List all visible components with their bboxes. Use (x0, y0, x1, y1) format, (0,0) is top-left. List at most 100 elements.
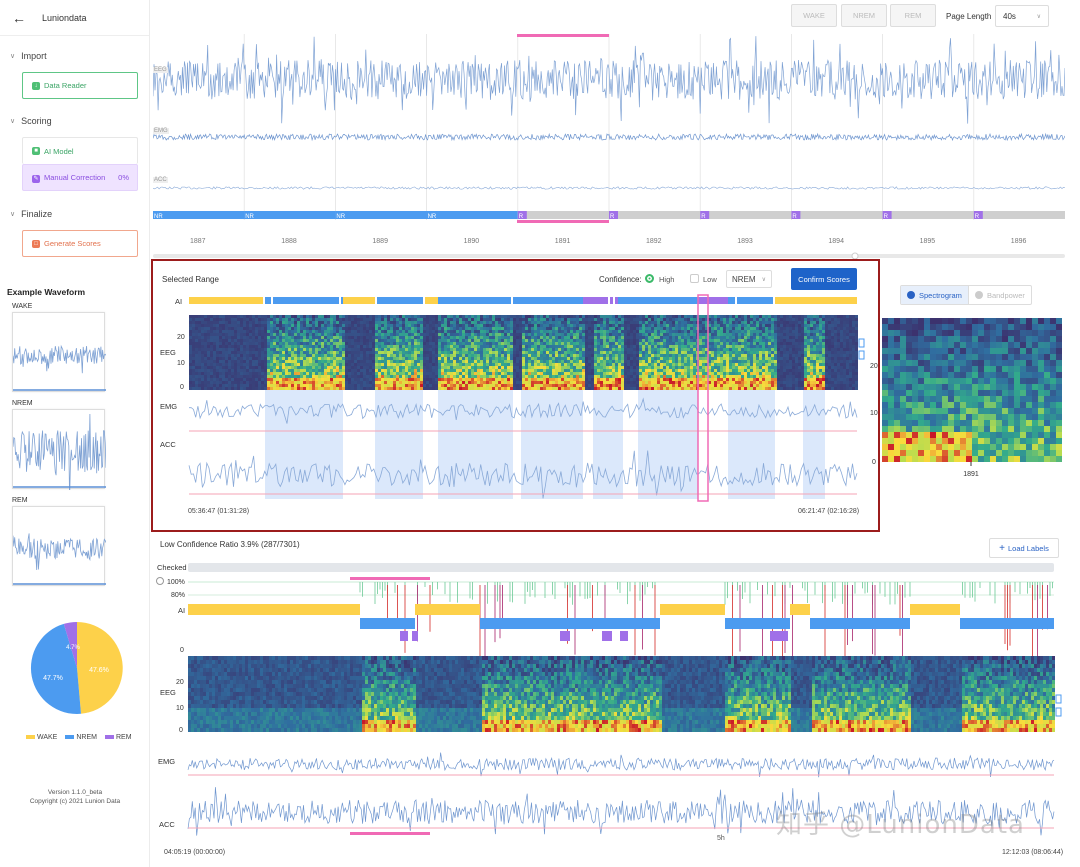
ai-stage-segment[interactable] (375, 297, 423, 304)
ai-stage-segment[interactable] (583, 297, 618, 304)
spectrogram-cell (642, 336, 645, 339)
spectrogram-cell (765, 324, 768, 327)
spectrogram-cell (444, 315, 447, 318)
spectrogram-cell (486, 357, 489, 360)
spectrogram-cell (321, 363, 324, 366)
epoch-number[interactable]: 1896 (1010, 238, 1027, 245)
ai-stage-segment[interactable] (265, 297, 343, 304)
spectrogram-cell (327, 369, 330, 372)
spectrogram-cell (375, 360, 378, 363)
spectrogram-cell (657, 351, 660, 354)
ai-stage-segment[interactable] (775, 297, 803, 304)
epoch-number[interactable]: 1890 (463, 238, 480, 245)
ai-stage-segment[interactable] (513, 297, 583, 304)
spectrogram-cell (291, 348, 294, 351)
spectrogram-cell (375, 381, 378, 384)
legend-wake[interactable]: WAKE (26, 734, 57, 741)
stage-segment[interactable] (609, 211, 701, 219)
spectrogram-cell (246, 318, 249, 321)
spectrogram-cell (399, 381, 402, 384)
ai-stage-segment[interactable] (728, 297, 775, 304)
example-wave-wake[interactable] (12, 312, 107, 392)
epoch-number[interactable]: 1894 (828, 238, 844, 245)
eeg-spectrogram[interactable] (189, 315, 858, 390)
spectrogram-cell (303, 357, 306, 360)
section-scoring[interactable]: ∨ Scoring (0, 113, 150, 129)
spectrogram-cell (219, 342, 222, 345)
spectrogram-cell (282, 357, 285, 360)
spectrogram-cell (519, 363, 522, 366)
example-wave-nrem[interactable] (12, 409, 107, 500)
spectrogram-cell (237, 360, 240, 363)
spectrogram-cell (276, 372, 279, 375)
ai-stage-segment[interactable] (698, 297, 728, 304)
spectrogram-cell (432, 345, 435, 348)
spectrogram-cell (588, 336, 591, 339)
ai-stage-segment[interactable] (189, 297, 265, 304)
page-length-select[interactable]: 40s ∨ (995, 5, 1049, 27)
epoch-number[interactable]: 1891 (554, 238, 571, 245)
spectrogram-cell (219, 366, 222, 369)
spectrogram-cell (582, 357, 585, 360)
spectrogram-cell (729, 321, 732, 324)
stage-select[interactable]: NREM ∨ (726, 270, 772, 288)
stage-segment[interactable] (700, 211, 792, 219)
stage-segment[interactable] (426, 211, 518, 219)
epoch-number[interactable]: 1888 (281, 238, 297, 245)
confidence-high-radio[interactable] (645, 274, 654, 283)
epoch-number[interactable]: 1893 (737, 238, 753, 245)
spectrogram-cell (417, 375, 420, 378)
raw-signal-panel[interactable]: NR NR NR NR R R R R R R (153, 34, 1065, 260)
back-arrow-icon[interactable]: ← (12, 9, 26, 26)
stage-segment[interactable] (244, 211, 336, 219)
spectrogram-cell (222, 333, 225, 336)
stage-segment[interactable] (335, 211, 427, 219)
epoch-number[interactable]: 1892 (646, 238, 662, 245)
spectrogram-cell (381, 327, 384, 330)
spectrogram-cell (534, 375, 537, 378)
stage-segment[interactable] (973, 211, 1065, 219)
section-finalize[interactable]: ∨ Finalize (0, 206, 150, 222)
confidence-low-checkbox[interactable] (690, 274, 699, 283)
spectrogram-cell (609, 378, 612, 381)
epoch-number[interactable]: 1895 (919, 238, 936, 245)
spectrogram-cell (579, 357, 582, 360)
generate-scores-button[interactable]: □ Generate Scores (22, 230, 138, 257)
ai-model-button[interactable]: ■ AI Model (22, 137, 138, 164)
section-import[interactable]: ∨ Import (0, 48, 150, 64)
epoch-number[interactable]: 1889 (372, 238, 388, 245)
example-wave-rem[interactable] (12, 506, 107, 586)
spectrogram-cell (537, 363, 540, 366)
stage-hypnogram-bar[interactable]: NR NR NR NR R R R R R R (153, 211, 1065, 220)
stage-segment[interactable] (153, 211, 245, 219)
stage-segment[interactable] (791, 211, 883, 219)
spectrogram-cell (669, 315, 672, 318)
wake-stage-button[interactable]: WAKE (791, 4, 837, 27)
spectrogram-cell (510, 375, 513, 378)
epoch-number[interactable]: 1887 (190, 238, 206, 245)
data-reader-button[interactable]: ↓ Data Reader (22, 72, 138, 99)
spectrogram-cell (195, 366, 198, 369)
ai-stage-segment[interactable] (343, 297, 375, 304)
confirm-scores-button[interactable]: Confirm Scores (791, 268, 857, 290)
ai-stage-segment[interactable] (618, 297, 698, 304)
ai-stage-segment[interactable] (438, 297, 513, 304)
spectrogram-cell (261, 342, 264, 345)
manual-correction-button[interactable]: ✎ Manual Correction 0% (22, 164, 138, 191)
stage-segment[interactable] (517, 211, 609, 219)
spectrogram-cell (291, 345, 294, 348)
spectrogram-cell (756, 378, 759, 381)
legend-rem[interactable]: REM (104, 734, 132, 741)
timeline-scrollbar[interactable] (153, 254, 1065, 258)
spectrogram-cell (255, 381, 258, 384)
ai-stage-segment[interactable] (423, 297, 438, 304)
nrem-stage-button[interactable]: NREM (841, 4, 887, 27)
legend-nrem[interactable]: NREM (65, 734, 97, 741)
spectrogram-cell (516, 360, 519, 363)
rem-stage-button[interactable]: REM (890, 4, 936, 27)
selected-range-chart[interactable] (153, 261, 878, 530)
stage-segment[interactable] (882, 211, 974, 219)
ai-stage-segment[interactable] (803, 297, 857, 304)
ai-stage-bar[interactable] (189, 297, 857, 304)
spectrogram-cell (591, 324, 594, 327)
